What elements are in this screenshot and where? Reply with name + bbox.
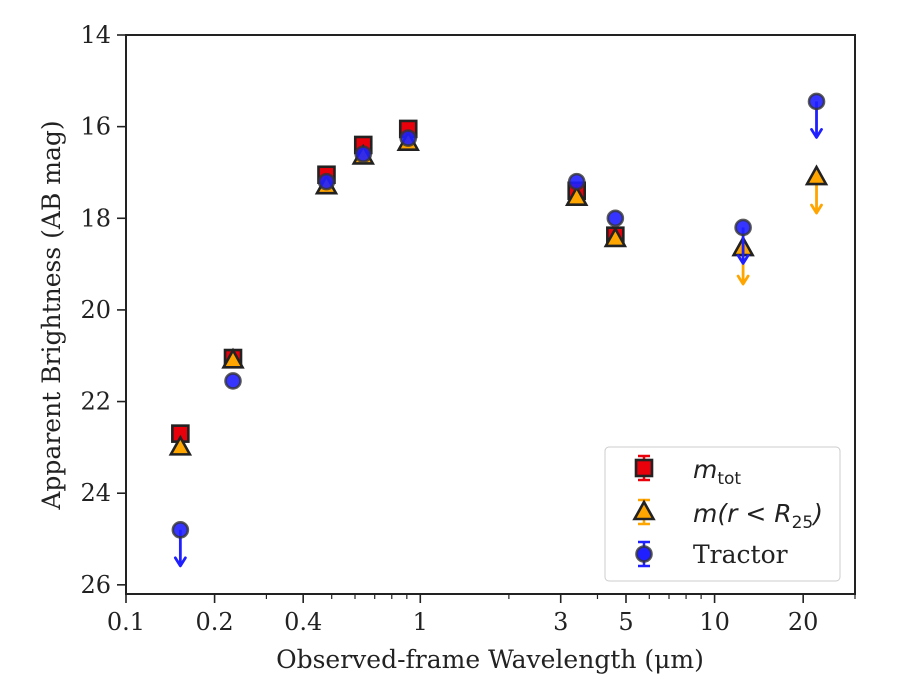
point-m-r25-1 (221, 347, 245, 369)
point-tractor-7 (734, 218, 752, 237)
point-tractor-8 (807, 92, 826, 111)
point-m-r25-5 (564, 184, 589, 206)
point-tractor-1 (224, 372, 242, 390)
point-m-r25-0 (168, 434, 193, 456)
plot-frame (125, 34, 856, 595)
x-tick-label-1: 0.2 (196, 608, 234, 636)
y-tick-label-5: 24 (80, 479, 111, 507)
legend-marker-mtot (634, 458, 654, 478)
y-tick-label-3: 20 (80, 296, 111, 324)
y-axis-label: Apparent Brightness (AB mag) (37, 120, 66, 510)
series-m-r25 (168, 130, 829, 456)
legend-label-tractor: Tractor (693, 540, 788, 569)
legend: mtot m(r < R25) Tractor (604, 446, 841, 582)
x-tick-label-4: 3 (553, 608, 568, 636)
y-tick-label-1: 16 (80, 113, 111, 141)
y-tick-label-6: 26 (80, 571, 111, 599)
x-tick-label-0: 0.1 (107, 608, 145, 636)
y-tick-label-2: 18 (80, 204, 111, 232)
y-tick-label-4: 22 (80, 388, 111, 416)
point-tractor-3 (354, 145, 373, 163)
legend-marker-m-r25 (632, 499, 656, 521)
x-tick-label-7: 20 (788, 608, 819, 636)
x-tick-label-3: 1 (413, 608, 428, 636)
point-tractor-4 (399, 129, 418, 147)
series-tractor (171, 92, 826, 568)
x-tick-label-5: 5 (618, 608, 633, 636)
y-tick-label-0: 14 (80, 21, 111, 49)
series-mtot (171, 119, 625, 443)
x-tick-label-2: 0.4 (284, 608, 322, 636)
point-tractor-6 (606, 209, 625, 228)
point-tractor-0 (171, 521, 190, 539)
legend-marker-tractor (635, 545, 653, 563)
x-axis-label: Observed-frame Wavelength (μm) (276, 645, 704, 674)
point-tractor-5 (567, 172, 586, 191)
point-m-r25-8 (804, 164, 829, 186)
point-m-r25-6 (603, 226, 628, 248)
legend-label-m-r25: m(r < R25) (693, 499, 823, 533)
legend-label-mtot: mtot (693, 455, 741, 489)
legend-frame (604, 446, 841, 582)
point-tractor-2 (317, 172, 336, 191)
x-tick-label-6: 10 (699, 608, 730, 636)
